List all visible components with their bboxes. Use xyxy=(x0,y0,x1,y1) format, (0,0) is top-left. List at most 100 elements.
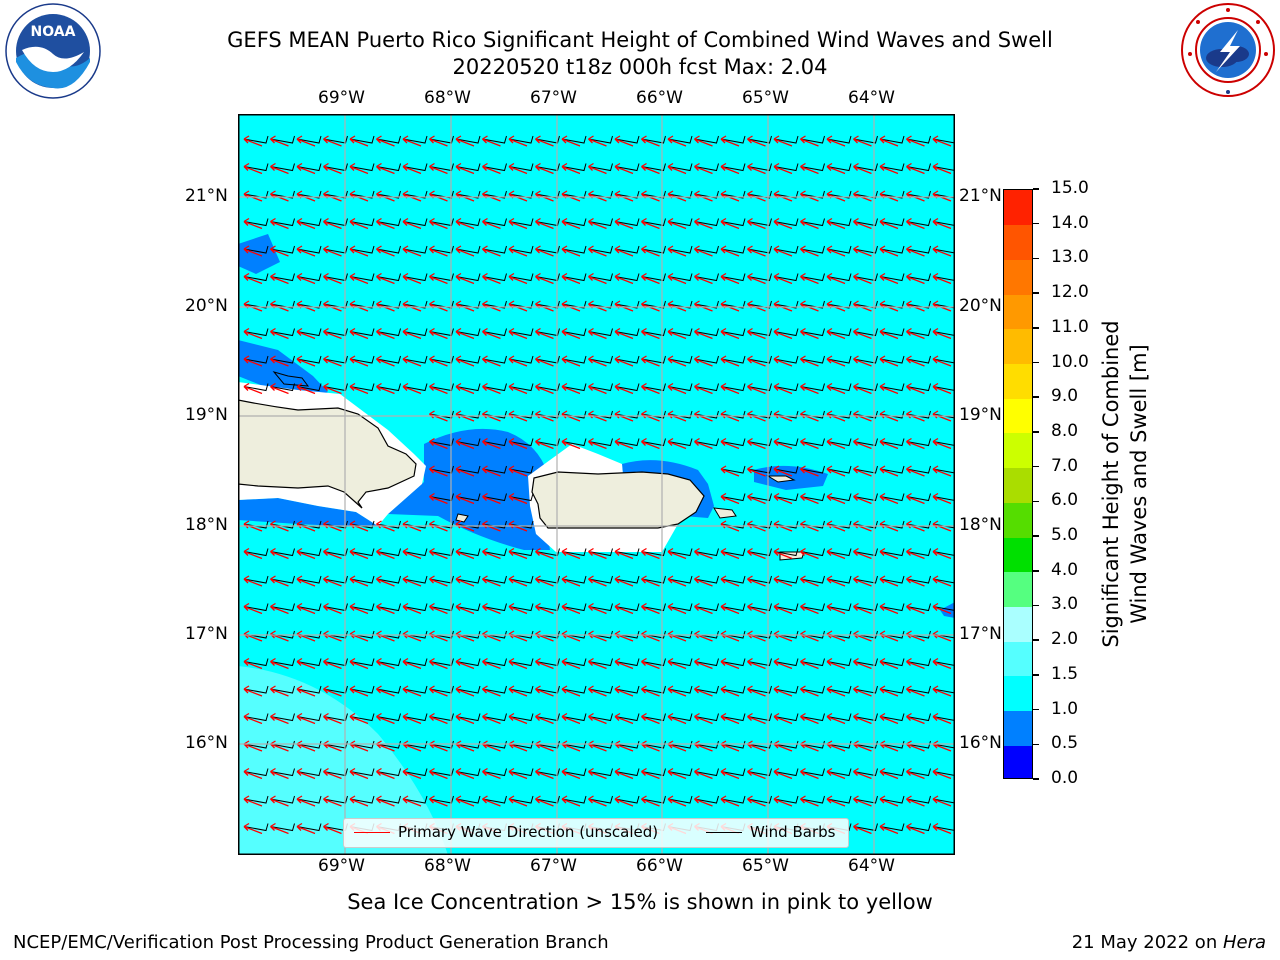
wave-direction-arrow-icon xyxy=(270,547,289,560)
wave-direction-arrow-icon xyxy=(429,767,448,780)
wind-barb-icon xyxy=(800,273,825,282)
wave-direction-arrow-icon xyxy=(747,162,766,175)
wind-barb-icon xyxy=(402,190,428,199)
colorbar-segment xyxy=(1004,502,1032,538)
wave-direction-arrow-icon xyxy=(694,602,713,615)
wave-direction-arrow-icon xyxy=(800,547,819,560)
wave-direction-arrow-icon xyxy=(376,685,395,697)
wave-direction-arrow-icon xyxy=(455,492,475,505)
wind-barb-icon xyxy=(853,713,878,722)
wind-barb-icon xyxy=(641,685,666,694)
wind-barb-icon xyxy=(932,468,955,474)
wind-barb-icon xyxy=(667,245,693,254)
wave-direction-arrow-icon xyxy=(720,712,740,725)
wind-barb-icon xyxy=(641,328,666,337)
wind-barb-icon xyxy=(614,740,640,749)
wind-barb-icon xyxy=(694,273,719,282)
wind-barb-icon xyxy=(747,713,772,722)
wind-barb-icon xyxy=(349,520,375,529)
wind-barb-icon xyxy=(508,465,534,474)
wind-barb-icon xyxy=(800,768,825,777)
wave-direction-arrow-icon xyxy=(906,657,925,670)
wind-barb-icon xyxy=(588,685,613,694)
wave-direction-arrow-icon xyxy=(429,327,448,340)
wave-direction-arrow-icon xyxy=(826,685,846,697)
colorbar-tick-mark xyxy=(1033,708,1039,711)
colorbar-tick-mark xyxy=(1033,327,1039,329)
wind-barb-icon xyxy=(588,548,613,557)
wave-direction-arrow-icon xyxy=(561,327,581,340)
wave-direction-arrow-icon xyxy=(853,685,872,697)
legend-label-wind: Wind Barbs xyxy=(750,823,836,841)
lon-label-bottom: 64°W xyxy=(848,856,895,876)
wave-direction-arrow-icon xyxy=(747,465,766,477)
wave-direction-arrow-icon xyxy=(800,602,819,615)
wind-barb-icon xyxy=(694,355,719,364)
wave-direction-arrow-icon xyxy=(800,575,819,587)
wave-direction-arrow-icon xyxy=(296,162,316,175)
wave-direction-arrow-icon xyxy=(482,602,501,615)
wind-barb-icon xyxy=(455,300,481,309)
lat-label-right: 17°N xyxy=(959,624,1002,644)
colorbar-tick-label: 0.0 xyxy=(1051,768,1079,788)
wind-barb-icon xyxy=(349,163,375,172)
wind-barb-icon xyxy=(800,328,825,337)
wind-barb-icon xyxy=(455,548,481,557)
lat-label-right: 20°N xyxy=(959,296,1002,316)
wind-barb-icon xyxy=(614,768,640,777)
wind-barb-icon xyxy=(270,575,295,584)
wave-direction-arrow-icon xyxy=(429,355,448,367)
wave-direction-arrow-icon xyxy=(349,245,369,257)
wind-barb-icon xyxy=(773,218,799,227)
wind-barb-icon xyxy=(906,218,931,227)
wind-barb-icon xyxy=(773,520,799,529)
wind-barb-icon xyxy=(402,383,428,392)
wind-barb-icon xyxy=(561,135,587,144)
wave-direction-arrow-icon xyxy=(667,355,687,367)
wind-barb-icon xyxy=(826,410,852,419)
wind-barb-icon xyxy=(853,300,878,309)
wind-barb-icon xyxy=(720,135,746,144)
wind-barb-icon xyxy=(800,355,825,364)
wave-direction-arrow-icon xyxy=(879,465,899,477)
wind-barb-icon xyxy=(482,218,507,227)
wind-barb-icon xyxy=(906,465,931,474)
wind-barb-icon xyxy=(667,740,693,749)
wave-direction-arrow-icon xyxy=(667,657,687,670)
wave-direction-arrow-icon xyxy=(243,822,263,835)
wave-direction-arrow-icon xyxy=(535,272,554,285)
wave-direction-arrow-icon xyxy=(853,575,872,587)
wind-barb-icon xyxy=(879,493,905,502)
wave-direction-arrow-icon xyxy=(879,355,899,367)
wind-barb-icon xyxy=(402,603,428,612)
wave-direction-arrow-icon xyxy=(349,135,369,147)
wind-barb-icon xyxy=(773,383,799,392)
wind-barb-icon xyxy=(800,575,825,584)
wave-direction-arrow-icon xyxy=(853,712,872,725)
wave-direction-arrow-icon xyxy=(535,767,554,780)
wave-direction-arrow-icon xyxy=(296,135,316,147)
wind-barb-icon xyxy=(482,685,507,694)
wave-direction-arrow-icon xyxy=(402,657,422,670)
wind-barb-icon xyxy=(720,300,746,309)
wind-barb-icon xyxy=(376,768,401,777)
wave-direction-arrow-icon xyxy=(270,355,289,367)
wave-direction-arrow-icon xyxy=(773,712,793,725)
wind-barb-icon xyxy=(508,190,534,199)
wind-barb-icon xyxy=(270,245,295,254)
wind-barb-icon xyxy=(826,190,852,199)
lon-label-top: 65°W xyxy=(742,88,789,108)
wind-barb-icon xyxy=(455,603,481,612)
wind-barb-icon xyxy=(402,300,428,309)
wind-barb-icon xyxy=(879,328,905,337)
wind-barb-icon xyxy=(694,548,719,557)
wind-barb-icon xyxy=(800,410,825,419)
wave-direction-arrow-icon xyxy=(508,767,528,780)
wave-direction-arrow-icon xyxy=(747,795,766,807)
wave-direction-arrow-icon xyxy=(747,217,766,230)
wind-barb-icon xyxy=(694,135,719,144)
wave-direction-arrow-icon xyxy=(429,685,448,697)
wave-direction-arrow-icon xyxy=(588,575,607,587)
wave-direction-arrow-icon xyxy=(641,135,660,147)
wave-direction-arrow-icon xyxy=(508,712,528,725)
